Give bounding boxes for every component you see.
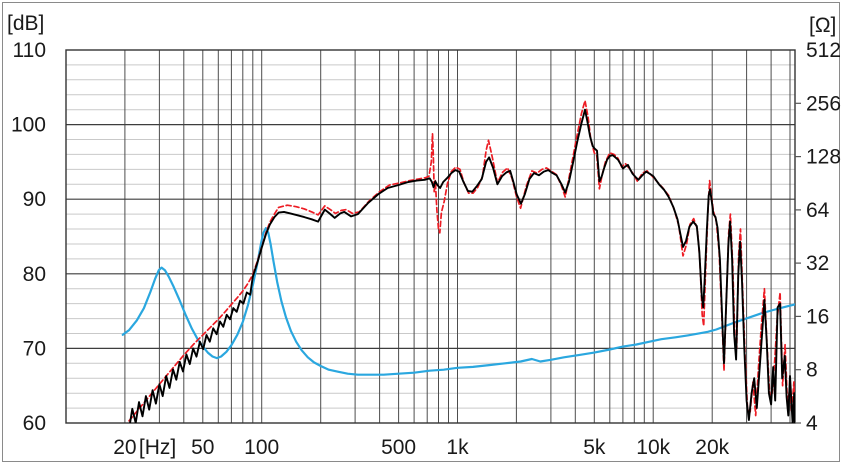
vertical-gridlines xyxy=(124,50,791,423)
curves xyxy=(121,99,795,423)
x-axis-tick-label: 100 xyxy=(244,436,279,459)
y-right-tick-label: 4 xyxy=(806,412,818,435)
minor-horizontal-gridlines xyxy=(66,64,795,409)
y-left-tick-label: 80 xyxy=(23,263,46,286)
x-axis-tick-label: 10k xyxy=(636,436,670,459)
x-axis-tick-label: 20 xyxy=(113,436,136,459)
y-left-tick-label: 90 xyxy=(23,188,46,211)
y-right-tick-label: 256 xyxy=(806,92,841,115)
y-left-unit-label: [dB] xyxy=(7,12,45,35)
y-left-tick-label: 100 xyxy=(11,114,46,137)
x-axis-unit-label: [Hz] xyxy=(139,436,176,459)
plot-border xyxy=(65,49,796,424)
x-axis-tick-label: 50 xyxy=(191,436,214,459)
y-right-tick-label: 128 xyxy=(806,146,841,169)
y-right-tick-label: 32 xyxy=(806,252,829,275)
y-right-tick-label: 64 xyxy=(806,199,830,222)
y-right-tick-label: 512 xyxy=(806,39,841,62)
x-axis-tick-label: 5k xyxy=(583,436,606,459)
y-right-tick-label: 16 xyxy=(806,305,829,328)
major-horizontal-gridlines xyxy=(66,123,795,349)
y-left-tick-label: 110 xyxy=(13,39,46,62)
right-axis-ticks xyxy=(795,102,801,424)
image-border xyxy=(2,2,840,462)
spl-dashed-curve xyxy=(128,99,795,423)
x-axis-tick-label: 500 xyxy=(381,436,416,459)
y-right-tick-label: 8 xyxy=(806,359,818,382)
spl-solid-curve xyxy=(129,108,795,423)
impedance-curve xyxy=(121,227,795,376)
x-axis-tick-label: 20k xyxy=(695,436,729,459)
y-right-unit-label: [Ω] xyxy=(809,14,837,37)
x-axis-tick-label: 1k xyxy=(446,436,469,459)
y-left-tick-label: 60 xyxy=(23,412,46,435)
y-left-tick-label: 70 xyxy=(23,337,46,360)
